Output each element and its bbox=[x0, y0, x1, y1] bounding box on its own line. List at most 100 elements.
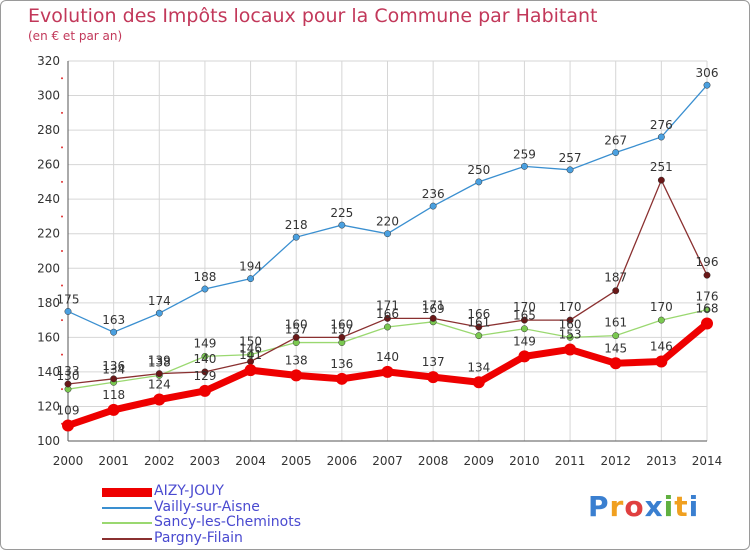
proxiti-logo: Proxiti bbox=[588, 490, 699, 523]
minor-tick bbox=[61, 146, 63, 149]
logo-letter: P bbox=[588, 490, 610, 523]
x-tick-label: 2014 bbox=[692, 454, 723, 468]
logo-letter: r bbox=[609, 490, 625, 523]
x-tick-label: 2001 bbox=[98, 454, 129, 468]
data-label-vailly-sur-aisne: 175 bbox=[57, 292, 80, 306]
data-label-sancy-les-cheminots: 166 bbox=[376, 307, 399, 321]
data-label-sancy-les-cheminots: 169 bbox=[422, 302, 445, 316]
data-label-pargny-filain: 136 bbox=[102, 359, 125, 373]
data-point-sancy-les-cheminots bbox=[566, 333, 574, 341]
data-point-vailly-sur-aisne bbox=[475, 178, 483, 186]
data-point-aizy-jouy bbox=[381, 365, 394, 378]
data-point-vailly-sur-aisne bbox=[520, 162, 528, 170]
data-label-aizy-jouy: 138 bbox=[285, 353, 308, 367]
x-tick-label: 2007 bbox=[372, 454, 403, 468]
data-point-sancy-les-cheminots bbox=[384, 323, 391, 331]
minor-tick bbox=[61, 388, 63, 391]
x-tick-label: 2003 bbox=[190, 454, 221, 468]
data-point-pargny-filain bbox=[292, 333, 300, 341]
data-label-aizy-jouy: 168 bbox=[696, 302, 719, 316]
data-label-sancy-les-cheminots: 130 bbox=[57, 369, 80, 383]
minor-tick bbox=[61, 111, 63, 114]
data-point-sancy-les-cheminots bbox=[520, 325, 528, 333]
minor-tick bbox=[61, 319, 63, 322]
data-label-vailly-sur-aisne: 257 bbox=[559, 151, 582, 165]
data-label-aizy-jouy: 149 bbox=[513, 334, 536, 348]
y-tick-label: 220 bbox=[37, 227, 60, 241]
data-label-pargny-filain: 140 bbox=[193, 352, 216, 366]
data-label-sancy-les-cheminots: 165 bbox=[513, 309, 536, 323]
data-label-aizy-jouy: 136 bbox=[330, 357, 353, 371]
legend-swatch bbox=[102, 537, 152, 540]
data-point-aizy-jouy bbox=[427, 371, 440, 384]
data-point-aizy-jouy bbox=[518, 350, 531, 363]
data-label-pargny-filain: 187 bbox=[604, 271, 627, 285]
logo-letter: x bbox=[644, 490, 664, 523]
data-point-aizy-jouy bbox=[244, 364, 257, 377]
data-label-aizy-jouy: 109 bbox=[57, 403, 80, 417]
data-label-aizy-jouy: 124 bbox=[148, 378, 171, 392]
data-label-vailly-sur-aisne: 174 bbox=[148, 294, 171, 308]
data-point-aizy-jouy bbox=[290, 369, 303, 382]
data-point-aizy-jouy bbox=[62, 419, 74, 432]
data-label-pargny-filain: 160 bbox=[285, 317, 308, 331]
data-label-sancy-les-cheminots: 157 bbox=[330, 323, 353, 337]
data-point-vailly-sur-aisne bbox=[201, 285, 209, 293]
data-label-pargny-filain: 171 bbox=[376, 298, 399, 312]
data-label-vailly-sur-aisne: 306 bbox=[696, 66, 719, 80]
data-point-pargny-filain bbox=[566, 316, 574, 324]
data-label-sancy-les-cheminots: 157 bbox=[285, 323, 308, 337]
data-point-aizy-jouy bbox=[107, 403, 120, 416]
data-point-pargny-filain bbox=[429, 314, 437, 322]
data-label-vailly-sur-aisne: 276 bbox=[650, 118, 673, 132]
data-label-vailly-sur-aisne: 220 bbox=[376, 215, 399, 229]
data-point-aizy-jouy bbox=[198, 384, 211, 397]
data-point-vailly-sur-aisne bbox=[384, 230, 391, 238]
y-tick-label: 120 bbox=[37, 399, 60, 413]
y-tick-label: 140 bbox=[37, 365, 60, 379]
data-point-aizy-jouy bbox=[655, 355, 668, 368]
data-point-sancy-les-cheminots bbox=[247, 351, 255, 359]
data-point-aizy-jouy bbox=[701, 317, 713, 330]
data-point-vailly-sur-aisne bbox=[612, 149, 620, 156]
data-label-aizy-jouy: 141 bbox=[239, 348, 262, 362]
data-point-pargny-filain bbox=[520, 316, 528, 324]
data-point-pargny-filain bbox=[338, 333, 346, 341]
y-tick-label: 300 bbox=[37, 89, 60, 103]
data-point-vailly-sur-aisne bbox=[247, 275, 255, 283]
data-label-vailly-sur-aisne: 188 bbox=[193, 270, 216, 284]
chart-subtitle: (en € et par an) bbox=[28, 29, 123, 43]
data-point-pargny-filain bbox=[201, 368, 209, 376]
data-point-vailly-sur-aisne bbox=[110, 328, 118, 336]
data-label-aizy-jouy: 134 bbox=[467, 360, 490, 374]
data-label-vailly-sur-aisne: 267 bbox=[604, 134, 627, 148]
y-tick-label: 100 bbox=[37, 434, 60, 448]
data-label-vailly-sur-aisne: 218 bbox=[285, 218, 308, 232]
legend-label: Sancy-les-Cheminots bbox=[154, 514, 301, 530]
x-tick-label: 2012 bbox=[600, 454, 631, 468]
y-tick-label: 260 bbox=[37, 158, 60, 172]
y-tick-label: 280 bbox=[37, 123, 60, 137]
x-tick-label: 2000 bbox=[53, 454, 84, 468]
data-label-vailly-sur-aisne: 236 bbox=[422, 187, 445, 201]
data-point-vailly-sur-aisne bbox=[338, 221, 346, 229]
data-label-pargny-filain: 196 bbox=[696, 255, 719, 269]
data-label-aizy-jouy: 140 bbox=[376, 350, 399, 364]
data-point-aizy-jouy bbox=[564, 343, 577, 356]
data-label-pargny-filain: 160 bbox=[330, 317, 353, 331]
minor-tick bbox=[61, 250, 63, 252]
data-point-sancy-les-cheminots bbox=[657, 316, 665, 324]
y-tick-label: 180 bbox=[37, 296, 60, 310]
data-label-pargny-filain: 171 bbox=[422, 298, 445, 312]
data-point-vailly-sur-aisne bbox=[657, 133, 665, 141]
y-tick-label: 200 bbox=[37, 261, 60, 275]
legend-swatch bbox=[102, 487, 152, 497]
chart-title: Evolution des Impôts locaux pour la Comm… bbox=[28, 5, 598, 27]
x-tick-label: 2011 bbox=[555, 454, 586, 468]
data-label-sancy-les-cheminots: 160 bbox=[559, 317, 582, 331]
data-label-vailly-sur-aisne: 225 bbox=[330, 206, 353, 220]
data-point-aizy-jouy bbox=[472, 376, 485, 389]
data-point-pargny-filain bbox=[110, 375, 118, 383]
y-tick-label: 240 bbox=[37, 192, 60, 206]
